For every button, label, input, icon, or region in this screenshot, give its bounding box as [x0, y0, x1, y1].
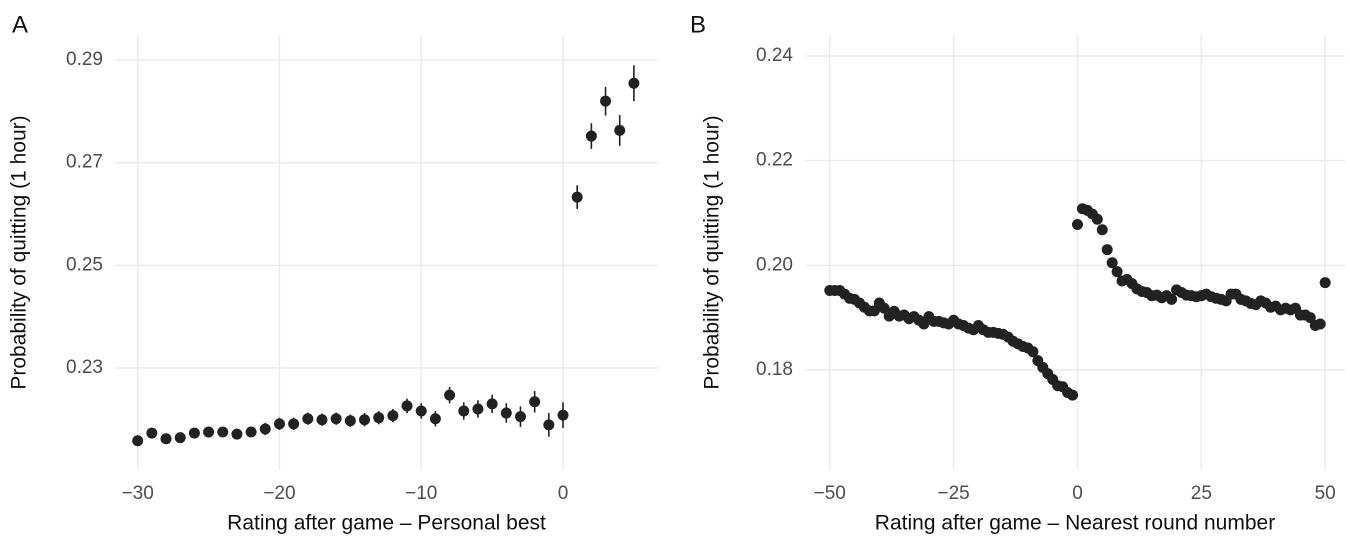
y-tick-label: 0.25	[66, 254, 103, 275]
y-tick-label: 0.22	[756, 150, 793, 171]
point	[160, 433, 172, 445]
point	[288, 418, 300, 430]
point	[529, 396, 541, 408]
point	[868, 305, 880, 317]
x-axis-title: Rating after game – Personal best	[227, 512, 546, 535]
point	[1314, 318, 1326, 330]
point	[571, 191, 583, 203]
y-axis-title: Probability of quitting (1 hour)	[701, 115, 724, 389]
x-tick-label: 0	[558, 483, 569, 504]
x-axis-title: Rating after game – Nearest round number	[875, 512, 1275, 535]
point	[444, 389, 456, 401]
point	[132, 435, 144, 447]
point	[174, 432, 186, 444]
point	[401, 400, 413, 412]
point	[373, 412, 385, 424]
point	[1106, 257, 1118, 269]
point	[231, 428, 243, 440]
point	[245, 426, 257, 438]
point	[1101, 244, 1113, 256]
point	[415, 405, 427, 417]
point	[600, 95, 612, 107]
point	[486, 398, 498, 410]
point	[273, 418, 285, 430]
point	[259, 423, 271, 435]
x-tick-label: −10	[405, 483, 437, 504]
y-axis-title: Probability of quitting (1 hour)	[8, 115, 31, 389]
point	[514, 411, 526, 423]
panel-label: B	[690, 11, 706, 38]
point	[458, 405, 470, 417]
y-tick-label: 0.29	[66, 49, 103, 70]
point	[359, 414, 371, 426]
point	[1071, 218, 1083, 230]
point	[500, 407, 512, 419]
point	[1067, 389, 1079, 401]
y-tick-label: 0.18	[756, 359, 793, 380]
point	[316, 414, 328, 426]
x-tick-label: 0	[1072, 483, 1083, 504]
point	[628, 77, 640, 89]
point	[1111, 266, 1123, 278]
point	[1319, 277, 1331, 289]
point	[146, 427, 158, 439]
point	[344, 415, 356, 427]
y-tick-label: 0.24	[756, 45, 793, 66]
point	[203, 426, 215, 438]
x-tick-label: 50	[1315, 483, 1336, 504]
point	[217, 426, 229, 438]
point	[1091, 213, 1103, 225]
point	[472, 403, 484, 415]
point	[878, 302, 890, 314]
point	[188, 427, 200, 439]
point	[585, 130, 597, 142]
point	[387, 410, 399, 422]
y-tick-label: 0.27	[66, 152, 103, 173]
point	[557, 409, 569, 421]
x-tick-label: −20	[263, 483, 295, 504]
point	[1304, 312, 1316, 324]
x-tick-label: −25	[938, 483, 970, 504]
point	[614, 124, 626, 136]
point	[1096, 224, 1108, 236]
point	[302, 413, 314, 425]
x-tick-label: −30	[122, 483, 154, 504]
x-tick-label: −50	[814, 483, 846, 504]
point	[543, 419, 555, 431]
point	[330, 413, 342, 425]
x-tick-label: 25	[1191, 483, 1212, 504]
panel-label: A	[12, 11, 28, 38]
point	[1027, 346, 1039, 358]
point	[429, 413, 441, 425]
y-tick-label: 0.23	[66, 357, 103, 378]
point	[1166, 293, 1178, 305]
y-tick-label: 0.20	[756, 254, 793, 275]
